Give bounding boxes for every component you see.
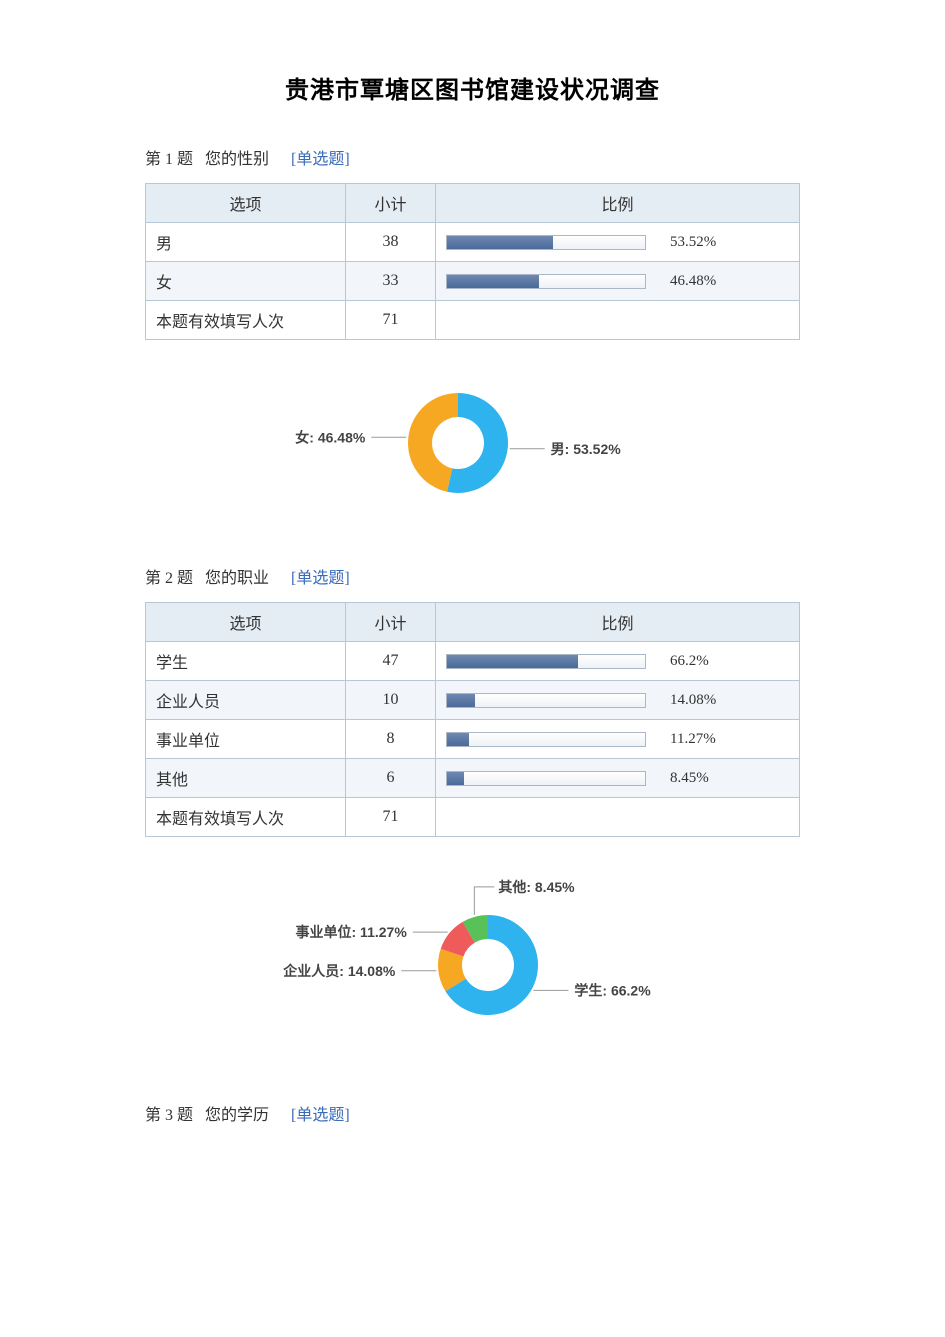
option-count: 33	[346, 262, 436, 301]
question-2-number: 第 2 题	[145, 570, 193, 587]
question-2-donut: 学生: 66.2% 企业人员: 14.08% 事业单位: 11.27% 其他: 8.4…	[145, 865, 800, 1055]
question-2-table: 选项 小计 比例 学生 47 66.2% 企业人员 10	[145, 602, 800, 837]
option-ratio: 8.45%	[436, 759, 800, 798]
bar-pct-label: 14.08%	[670, 692, 740, 709]
donut-label: 事业单位: 11.27%	[295, 924, 407, 940]
donut-label: 男: 53.52%	[550, 441, 621, 457]
donut-label: 学生: 66.2%	[574, 982, 651, 998]
page-title: 贵港市覃塘区图书馆建设状况调查	[145, 70, 800, 105]
col-ratio: 比例	[436, 184, 800, 223]
bar-track	[446, 732, 646, 747]
col-count: 小计	[346, 603, 436, 642]
option-label: 事业单位	[146, 720, 346, 759]
question-2-header: 第 2 题 您的职业 [单选题]	[145, 564, 800, 588]
table-total-row: 本题有效填写人次 71	[146, 301, 800, 340]
bar-track	[446, 274, 646, 289]
option-ratio: 11.27%	[436, 720, 800, 759]
bar-pct-label: 46.48%	[670, 273, 740, 290]
option-ratio: 66.2%	[436, 642, 800, 681]
col-option: 选项	[146, 603, 346, 642]
question-3-text: 您的学历	[205, 1107, 269, 1124]
table-row: 其他 6 8.45%	[146, 759, 800, 798]
col-ratio: 比例	[436, 603, 800, 642]
col-option: 选项	[146, 184, 346, 223]
bar-fill	[447, 772, 464, 785]
col-count: 小计	[346, 184, 436, 223]
total-count: 71	[346, 301, 436, 340]
table-row: 女 33 46.48%	[146, 262, 800, 301]
bar-pct-label: 53.52%	[670, 234, 740, 251]
total-ratio-empty	[436, 798, 800, 837]
question-1-type: [单选题]	[291, 151, 350, 168]
donut-label: 企业人员: 14.08%	[282, 963, 396, 979]
table-total-row: 本题有效填写人次 71	[146, 798, 800, 837]
donut-chart: 学生: 66.2% 企业人员: 14.08% 事业单位: 11.27% 其他: 8.4…	[233, 865, 713, 1055]
question-2-text: 您的职业	[205, 570, 269, 587]
question-1-text: 您的性别	[205, 151, 269, 168]
option-ratio: 14.08%	[436, 681, 800, 720]
table-header-row: 选项 小计 比例	[146, 184, 800, 223]
total-ratio-empty	[436, 301, 800, 340]
bar-track	[446, 771, 646, 786]
table-row: 事业单位 8 11.27%	[146, 720, 800, 759]
bar-track	[446, 693, 646, 708]
option-count: 38	[346, 223, 436, 262]
total-label: 本题有效填写人次	[146, 798, 346, 837]
bar-fill	[447, 733, 469, 746]
bar-pct-label: 66.2%	[670, 653, 740, 670]
option-label: 企业人员	[146, 681, 346, 720]
bar-pct-label: 11.27%	[670, 731, 740, 748]
option-count: 6	[346, 759, 436, 798]
bar-track	[446, 654, 646, 669]
option-label: 其他	[146, 759, 346, 798]
question-1-number: 第 1 题	[145, 151, 193, 168]
option-ratio: 46.48%	[436, 262, 800, 301]
option-label: 男	[146, 223, 346, 262]
bar-fill	[447, 275, 539, 288]
question-1-donut: 男: 53.52% 女: 46.48%	[145, 368, 800, 518]
option-label: 女	[146, 262, 346, 301]
question-1-header: 第 1 题 您的性别 [单选题]	[145, 145, 800, 169]
question-2-type: [单选题]	[291, 570, 350, 587]
table-header-row: 选项 小计 比例	[146, 603, 800, 642]
bar-fill	[447, 236, 553, 249]
bar-fill	[447, 655, 578, 668]
table-row: 学生 47 66.2%	[146, 642, 800, 681]
table-row: 企业人员 10 14.08%	[146, 681, 800, 720]
total-count: 71	[346, 798, 436, 837]
option-count: 47	[346, 642, 436, 681]
bar-track	[446, 235, 646, 250]
option-ratio: 53.52%	[436, 223, 800, 262]
option-label: 学生	[146, 642, 346, 681]
donut-chart: 男: 53.52% 女: 46.48%	[263, 368, 683, 518]
question-3-number: 第 3 题	[145, 1107, 193, 1124]
question-3-header: 第 3 题 您的学历 [单选题]	[145, 1101, 800, 1125]
option-count: 8	[346, 720, 436, 759]
donut-label: 女: 46.48%	[295, 429, 366, 445]
survey-report: 贵港市覃塘区图书馆建设状况调查 第 1 题 您的性别 [单选题] 选项 小计 比…	[0, 0, 945, 1199]
donut-label: 其他: 8.45%	[498, 879, 575, 895]
option-count: 10	[346, 681, 436, 720]
question-3-type: [单选题]	[291, 1107, 350, 1124]
bar-fill	[447, 694, 475, 707]
donut-leader	[474, 887, 494, 915]
bar-pct-label: 8.45%	[670, 770, 740, 787]
question-1-table: 选项 小计 比例 男 38 53.52% 女 33 46	[145, 183, 800, 340]
table-row: 男 38 53.52%	[146, 223, 800, 262]
total-label: 本题有效填写人次	[146, 301, 346, 340]
